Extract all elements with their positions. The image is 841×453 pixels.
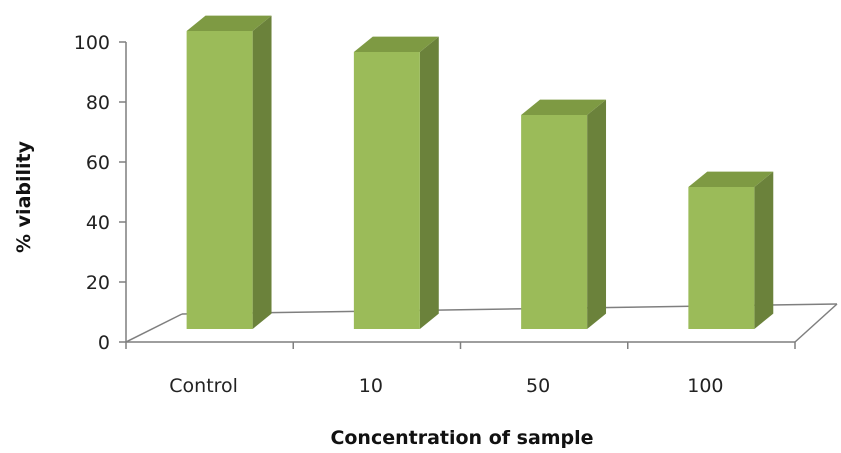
y-tick-label: 80 bbox=[86, 92, 110, 114]
bar-top-face bbox=[688, 171, 774, 187]
x-category-label: 10 bbox=[359, 375, 383, 397]
bar bbox=[186, 15, 272, 329]
floor-right-edge bbox=[794, 303, 838, 343]
bar-front-face bbox=[353, 52, 420, 329]
bar-top-face bbox=[353, 36, 439, 52]
bar bbox=[521, 99, 607, 329]
bar-side-face bbox=[252, 15, 272, 329]
y-tick-label: 60 bbox=[86, 152, 110, 174]
y-axis bbox=[119, 41, 127, 343]
x-category-label: Control bbox=[169, 375, 238, 397]
y-tick-label: 20 bbox=[86, 272, 110, 294]
x-category-label: 50 bbox=[526, 375, 550, 397]
y-tick-labels: 0 20 40 60 80 100 bbox=[74, 32, 110, 354]
y-tick-label: 100 bbox=[74, 32, 110, 54]
bar-side-face bbox=[587, 99, 607, 329]
x-axis-title: Concentration of sample bbox=[330, 427, 593, 449]
bar-front-face bbox=[688, 187, 755, 329]
bar-front-face bbox=[186, 31, 253, 329]
bar bbox=[688, 171, 774, 329]
y-tick-label: 0 bbox=[98, 332, 110, 354]
x-category-labels: Control 10 50 100 bbox=[169, 375, 723, 397]
bar-side-face bbox=[754, 171, 774, 329]
floor-left-edge bbox=[125, 313, 183, 343]
bar-front-face bbox=[521, 115, 588, 329]
bar bbox=[353, 36, 439, 329]
bar-side-face bbox=[419, 36, 439, 329]
bars bbox=[186, 15, 774, 329]
y-tick-label: 40 bbox=[86, 212, 110, 234]
bar-top-face bbox=[521, 99, 607, 115]
bar-top-face bbox=[186, 15, 272, 31]
x-category-label: 100 bbox=[687, 375, 723, 397]
y-axis-title: % viability bbox=[13, 140, 35, 253]
